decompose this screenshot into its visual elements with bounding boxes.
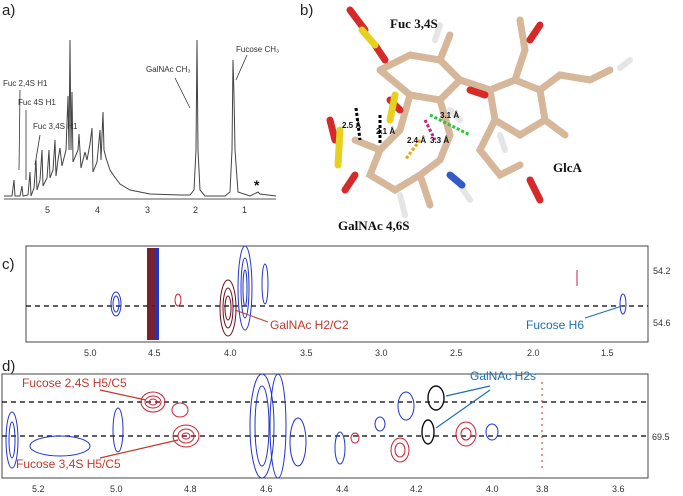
nmr-trace (4, 39, 277, 197)
c-xtick-1: 4.5 (148, 348, 161, 358)
d-xtick-6: 4.0 (486, 484, 499, 494)
impurity-star: * (254, 177, 260, 193)
d-xtick-0: 5.2 (32, 484, 45, 494)
a-tick-3: 3 (145, 205, 150, 215)
residue-galnac46s: GalNAc 4,6S (338, 218, 410, 233)
d-xtick-7: 3.8 (536, 484, 549, 494)
peak-label-fuc34: Fuc 3,4S H1 (33, 122, 78, 131)
distance-1: 2.5 Å (342, 121, 361, 130)
c-ytick-0: 54.2 (653, 266, 671, 276)
a-tick-1: 1 (242, 205, 247, 215)
c-xtick-6: 2.0 (527, 348, 540, 358)
panel-a-letter: a) (2, 2, 16, 19)
panel-b-letter: b) (300, 2, 314, 19)
d-xtick-3: 4.6 (260, 484, 273, 494)
d-ytick-0: 69.5 (652, 432, 670, 442)
c-xtick-7: 1.5 (601, 348, 614, 358)
a-tick-5: 5 (45, 205, 50, 215)
panel-d-letter: d) (2, 358, 16, 375)
distance-3: 2.4 Å (407, 136, 426, 145)
d-label-galnac: GalNAc H2s (470, 369, 536, 383)
d-xtick-1: 5.0 (110, 484, 123, 494)
residue-fuc34: Fuc 3,4S (390, 16, 438, 31)
panel-b-molecule: Fuc 3,4S GlcA GalNAc 4,6S 2.5 Å 2.1 Å 2.… (326, 6, 633, 233)
peak-label-fuc24: Fuc 2,4S H1 (3, 79, 48, 88)
c-xtick-2: 4.0 (224, 348, 237, 358)
residue-glca: GlcA (553, 160, 582, 175)
panel-c-letter: c) (2, 256, 15, 273)
d-xtick-2: 4.8 (184, 484, 197, 494)
c-label-fucose: Fucose H6 (526, 318, 584, 332)
distance-2: 2.1 Å (376, 127, 395, 136)
d-xtick-8: 3.6 (612, 484, 625, 494)
d-label-fuc34: Fucose 3,4S H5/C5 (16, 457, 121, 471)
d-xtick-4: 4.4 (336, 484, 349, 494)
c-xtick-3: 3.5 (300, 348, 313, 358)
panel-d-spectrum: Fucose 2,4S H5/C5 Fucose 3,4S H5/C5 GalN… (1, 369, 670, 494)
c-xtick-5: 2.5 (450, 348, 463, 358)
peak-label-galnac-ch3: GalNAc CH₃ (146, 65, 191, 74)
c-xtick-4: 3.0 (375, 348, 388, 358)
distance-5: 3.1 Å (440, 111, 459, 120)
c-label-galnac: GalNAc H2/C2 (270, 318, 349, 332)
distance-4: 3.3 Å (430, 136, 449, 145)
panel-c-spectrum: GalNAc H2/C2 Fucose H6 5.0 4.5 4.0 3.5 3… (25, 245, 671, 358)
a-tick-2: 2 (193, 205, 198, 215)
a-tick-4: 4 (95, 205, 100, 215)
d-label-fuc24: Fucose 2,4S H5/C5 (22, 376, 127, 390)
peak-label-fuc4: Fuc 4S H1 (18, 98, 56, 107)
panel-a-spectrum: Fuc 2,4S H1 Fuc 4S H1 Fuc 3,4S H1 GalNAc… (3, 39, 279, 215)
peak-label-fucose-ch3: Fucose CH₃ (236, 45, 279, 54)
c-ytick-1: 54.6 (653, 318, 671, 328)
c-xtick-0: 5.0 (84, 348, 97, 358)
d-xtick-5: 4.2 (410, 484, 423, 494)
